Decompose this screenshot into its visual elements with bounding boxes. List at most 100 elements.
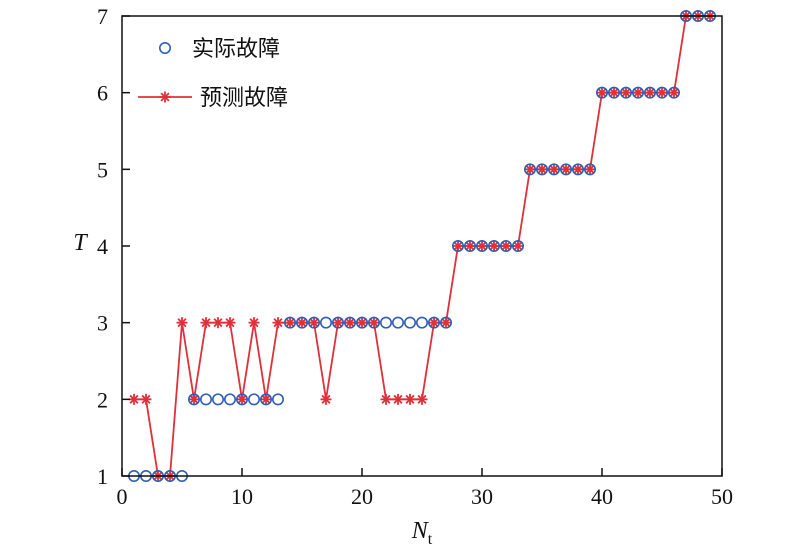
actual-point-32 [511,240,524,253]
predicted-point-33 [524,163,536,175]
predicted-point-22 [392,393,404,405]
y-tick-label-2: 3 [97,311,108,336]
actual-point-26 [439,316,452,329]
predicted-point-27 [452,240,464,252]
predicted-point-34 [536,163,548,175]
actual-point-36 [559,163,572,176]
y-tick-label-3: 4 [97,234,108,259]
plot-frame [121,15,723,477]
predicted-point-7 [212,317,224,329]
predicted-point-14 [296,317,308,329]
y-tick-label-0: 1 [97,464,108,489]
series-actual [128,10,716,482]
actual-point-18 [343,316,356,329]
y-tick-label-1: 2 [97,387,108,412]
x-tick-label-0: 0 [117,484,128,509]
actual-point-14 [295,316,308,329]
actual-point-37 [571,163,584,176]
actual-point-5 [188,393,201,406]
predicted-point-19 [356,317,368,329]
predicted-point-8 [224,317,236,329]
predicted-point-31 [500,240,512,252]
actual-point-42 [631,86,644,99]
y-tick-label-5: 6 [97,81,108,106]
predicted-point-18 [344,317,356,329]
actual-point-11 [259,393,272,406]
series-predicted-line [134,15,710,477]
actual-point-24 [415,316,428,329]
actual-point-20 [367,316,380,329]
actual-point-41 [619,86,632,99]
legend-marker-circle-icon [159,41,172,54]
actual-point-30 [487,240,500,253]
predicted-point-24 [416,393,428,405]
predicted-point-36 [560,163,572,175]
actual-point-35 [547,163,560,176]
actual-point-38 [583,163,596,176]
plot-lines [134,15,710,477]
predicted-point-35 [548,163,560,175]
predicted-point-17 [332,317,344,329]
y-axis-label: T [73,230,88,256]
legend-marker-star-icon [159,91,171,103]
actual-point-23 [403,316,416,329]
actual-point-44 [655,86,668,99]
predicted-point-13 [284,317,296,329]
legend-label-predicted: 预测故障 [200,86,288,111]
actual-point-16 [319,316,332,329]
actual-point-22 [391,316,404,329]
actual-point-28 [463,240,476,253]
x-tick-label-2: 20 [351,484,373,509]
actual-point-34 [535,163,548,176]
predicted-point-38 [584,163,596,175]
predicted-point-40 [608,87,620,99]
actual-point-17 [331,316,344,329]
series-predicted [128,10,716,482]
predicted-point-11 [260,393,272,405]
legend-item-actual: 实际故障 [159,37,280,62]
predicted-point-20 [368,317,380,329]
predicted-point-10 [248,317,260,329]
predicted-point-37 [572,163,584,175]
actual-point-13 [283,316,296,329]
legend-star-shape [159,91,171,103]
actual-point-9 [236,393,249,406]
predicted-point-16 [320,393,332,405]
predicted-point-44 [656,87,668,99]
predicted-point-45 [668,87,680,99]
x-tick-label-4: 40 [591,484,613,509]
x-tick-label-3: 30 [471,484,493,509]
actual-point-29 [475,240,488,253]
actual-point-25 [427,316,440,329]
y-tick-label-4: 5 [97,157,108,182]
predicted-point-23 [404,393,416,405]
predicted-point-41 [620,87,632,99]
x-tick-label-5: 50 [711,484,733,509]
x-tick-label-1: 10 [231,484,253,509]
actual-point-15 [307,316,320,329]
actual-point-33 [523,163,536,176]
legend-label-actual: 实际故障 [192,37,280,62]
actual-point-12 [271,393,284,406]
actual-point-39 [595,86,608,99]
legend-item-predicted: 预测故障 [138,86,288,111]
actual-point-43 [643,86,656,99]
predicted-point-12 [272,317,284,329]
x-axis: 0 10 20 30 40 50 [117,468,733,509]
predicted-point-30 [488,240,500,252]
actual-point-45 [667,86,680,99]
predicted-point-43 [644,87,656,99]
predicted-point-9 [236,393,248,405]
actual-point-31 [499,240,512,253]
actual-point-21 [379,316,392,329]
predicted-point-28 [464,240,476,252]
predicted-point-25 [428,317,440,329]
predicted-point-0 [128,393,140,405]
predicted-point-4 [176,317,188,329]
actual-point-19 [355,316,368,329]
y-tick-label-6: 7 [97,4,108,29]
predicted-point-15 [308,317,320,329]
predicted-point-21 [380,393,392,405]
legend: 实际故障 预测故障 [138,37,288,111]
